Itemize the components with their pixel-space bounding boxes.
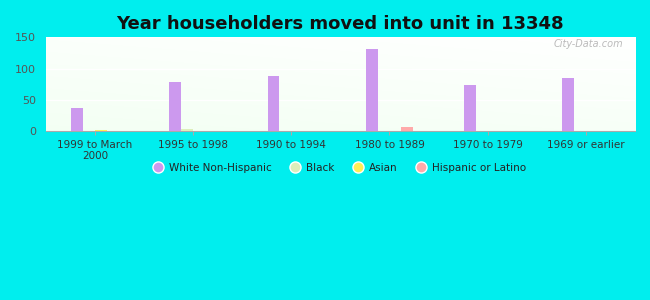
Bar: [181, 129, 193, 131]
Text: City-Data.com: City-Data.com: [554, 39, 623, 49]
Bar: [366, 49, 378, 131]
Legend: White Non-Hispanic, Black, Asian, Hispanic or Latino: White Non-Hispanic, Black, Asian, Hispan…: [150, 158, 531, 178]
Title: Year householders moved into unit in 13348: Year householders moved into unit in 133…: [116, 15, 564, 33]
Bar: [401, 127, 413, 131]
Bar: [464, 85, 476, 131]
Bar: [268, 76, 280, 131]
Bar: [170, 82, 181, 131]
Bar: [72, 108, 83, 131]
Bar: [95, 130, 107, 131]
Bar: [562, 79, 574, 131]
